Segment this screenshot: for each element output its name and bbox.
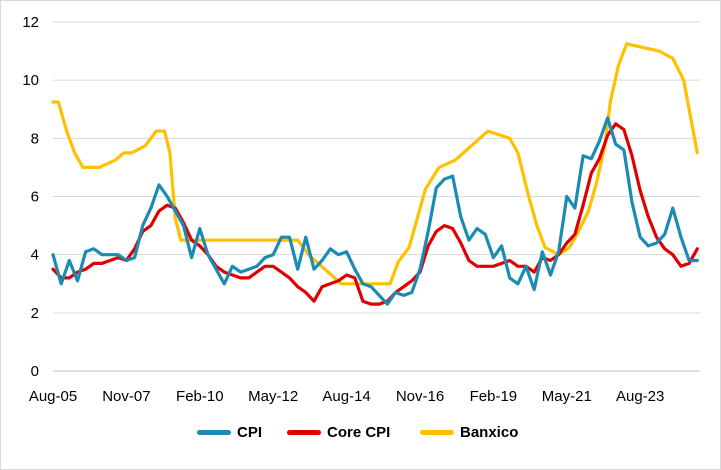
y-tick-label-2: 2	[31, 305, 39, 322]
legend-item-core-cpi: Core CPI	[287, 424, 390, 441]
x-tick-label-nov-07: Nov-07	[102, 388, 150, 405]
y-tick-label-8: 8	[31, 130, 39, 147]
series-line-cpi	[51, 116, 699, 306]
x-tick-label-aug-23: Aug-23	[616, 388, 664, 405]
legend-item-banxico: Banxico	[420, 424, 518, 441]
series-line-core-cpi	[51, 122, 699, 306]
legend-swatch-cpi	[197, 430, 231, 435]
legend-item-cpi: CPI	[197, 424, 262, 441]
x-tick-label-feb-19: Feb-19	[470, 388, 518, 405]
legend-label-banxico: Banxico	[460, 424, 519, 441]
x-tick-label-may-12: May-12	[248, 388, 298, 405]
series-line-banxico	[51, 42, 699, 286]
x-tick-label-aug-05: Aug-05	[29, 388, 77, 405]
chart-legend: CPI Core CPI Banxico	[0, 424, 721, 450]
x-tick-label-nov-16: Nov-16	[396, 388, 444, 405]
line-chart: 0 2 4 6 8 10 12 Aug-05 Nov-07 Feb-10 May-12 Aug-14 N…	[22, 14, 700, 405]
y-tick-label-10: 10	[22, 72, 39, 89]
legend-swatch-banxico	[420, 430, 454, 435]
legend-label-cpi: CPI	[237, 424, 263, 441]
y-tick-label-12: 12	[22, 14, 39, 31]
x-tick-label-feb-10: Feb-10	[176, 388, 224, 405]
y-tick-label-6: 6	[31, 189, 39, 206]
x-tick-label-aug-14: Aug-14	[322, 388, 370, 405]
y-tick-label-4: 4	[31, 247, 39, 264]
legend-label-core-cpi: Core CPI	[327, 424, 391, 441]
x-tick-label-may-21: May-21	[542, 388, 592, 405]
y-tick-label-0: 0	[31, 363, 39, 380]
legend-swatch-core-cpi	[287, 430, 321, 435]
